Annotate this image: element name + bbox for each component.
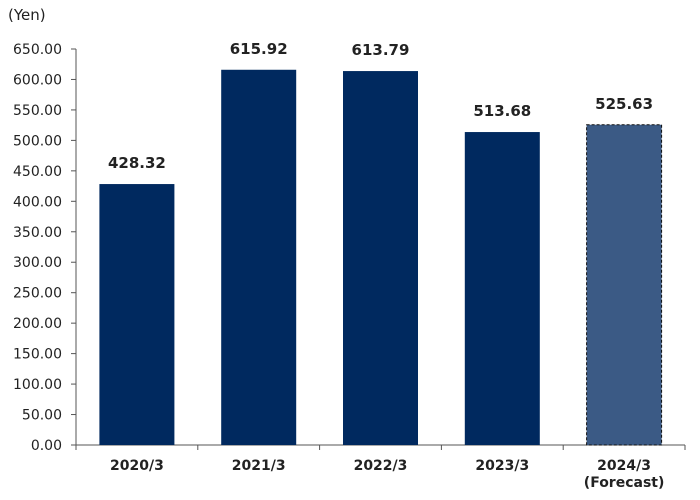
data-label: 613.79 [352,41,410,59]
y-tick-label: 650.00 [13,42,62,58]
y-tick-label: 450.00 [13,164,62,180]
y-tick-label: 150.00 [13,347,62,363]
y-tick-label: 0.00 [31,438,62,454]
y-tick-label: 600.00 [13,72,62,88]
bar [221,69,297,446]
x-tick-label: 2022/3 [354,458,408,474]
y-tick-label: 100.00 [13,377,62,393]
y-tick-label: 400.00 [13,194,62,210]
x-tick-label: 2021/3 [232,458,286,474]
x-tick-label: 2024/3 [597,458,651,474]
data-label: 525.63 [595,95,653,113]
y-tick-label: 550.00 [13,103,62,119]
x-tick-sublabel: (Forecast) [584,475,665,491]
data-label: 615.92 [230,40,288,58]
bar [343,71,418,446]
data-label: 513.68 [473,102,531,120]
bar [99,184,175,446]
bar-forecast [586,124,663,446]
y-tick-label: 250.00 [13,286,62,302]
y-tick-label: 350.00 [13,225,62,241]
y-tick-label: 300.00 [13,255,62,271]
y-tick-label: 200.00 [13,316,62,332]
data-label: 428.32 [108,154,166,172]
y-unit-label: (Yen) [8,6,46,24]
y-tick-label: 50.00 [22,408,62,424]
y-tick-label: 500.00 [13,133,62,149]
x-tick-label: 2023/3 [475,458,529,474]
bar [464,132,540,445]
x-tick-label: 2020/3 [110,458,164,474]
